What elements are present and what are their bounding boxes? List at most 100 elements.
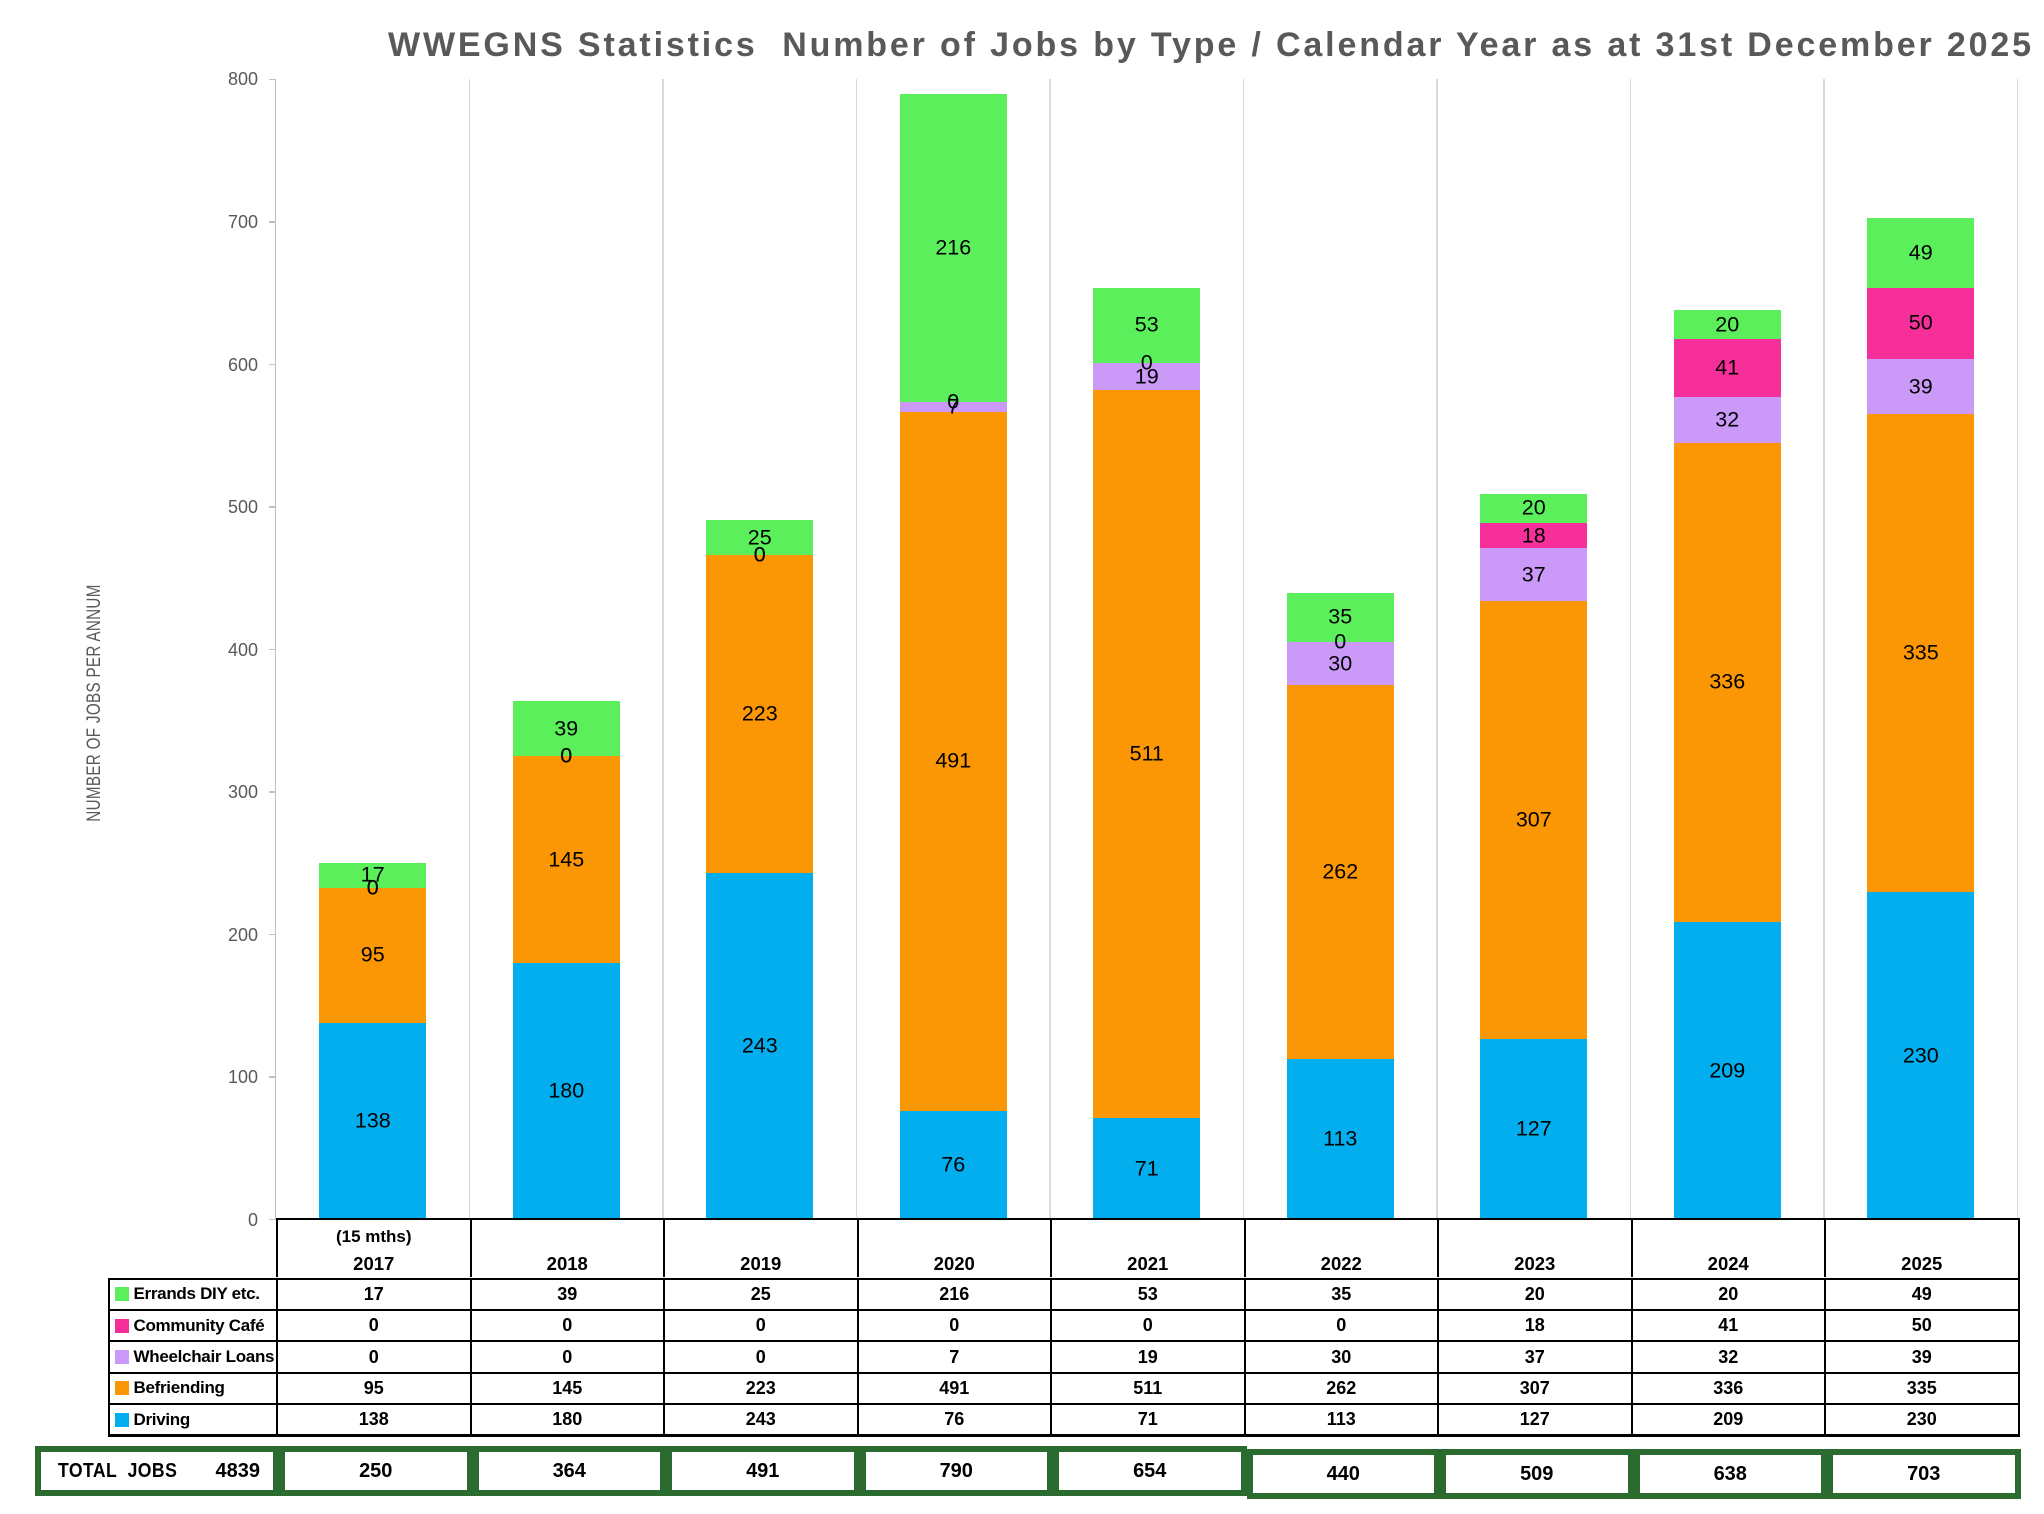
bar-value-label: 209 (1709, 1057, 1746, 1082)
total-value-box: 440 (1246, 1449, 1440, 1499)
bar-value-label: 7 (947, 393, 960, 418)
legend-row-label: Driving (107, 1402, 276, 1435)
bar-segment-wheelchair-loans (1093, 363, 1201, 391)
table-header-year: 2020 (933, 1253, 975, 1275)
legend-label-text: Wheelchair Loans (133, 1347, 275, 1367)
table-header-cell: 2019 (663, 1218, 857, 1278)
table-value-cell: 0 (856, 1308, 1050, 1341)
y-axis-tick (268, 78, 275, 81)
table-value-cell: 76 (856, 1402, 1050, 1435)
bar-value-label: 39 (554, 715, 579, 740)
table-header-year: 2018 (546, 1253, 588, 1275)
y-axis-tick (268, 1076, 275, 1078)
table-value-cell: 25 (663, 1277, 857, 1309)
bar-segment-errands-diy-etc- (512, 700, 620, 757)
gridline (662, 79, 664, 1220)
bar-value-label: 335 (1902, 640, 1939, 665)
bar-value-label: 216 (935, 234, 972, 259)
bar-value-label: 71 (1134, 1156, 1159, 1181)
bar-value-label: 113 (1323, 1126, 1358, 1151)
table-value-cell: 19 (1050, 1340, 1244, 1372)
legend-row-label: Befriending (107, 1371, 276, 1403)
bar-segment-errands-diy-etc- (1093, 287, 1201, 364)
table-header-cell: 2025 (1824, 1218, 2018, 1278)
bar-value-label: 180 (548, 1078, 585, 1103)
total-label-box: TOTAL JOBS 4839 (35, 1446, 279, 1496)
y-axis-tick-label: 800 (227, 69, 258, 90)
total-value-box: 509 (1440, 1449, 1634, 1499)
gridline (1823, 79, 1825, 1220)
bar-value-label: 0 (947, 388, 960, 413)
table-value-cell: 491 (856, 1371, 1050, 1403)
table-value-cell: 41 (1630, 1308, 1824, 1341)
table-header-year: 2021 (1127, 1253, 1169, 1275)
table-value-cell: 35 (1243, 1277, 1437, 1309)
bar-value-label: 20 (1715, 311, 1740, 336)
table-value-cell: 145 (469, 1371, 663, 1403)
bar-value-label: 41 (1715, 355, 1740, 380)
bar-segment-befriending (1867, 414, 1975, 892)
bar-value-label: 223 (741, 701, 778, 726)
total-value-box: 654 (1053, 1446, 1247, 1496)
bar-segment-driving (1480, 1038, 1588, 1220)
bar-value-label: 17 (360, 862, 385, 887)
bar-value-label: 0 (1334, 629, 1347, 654)
bar-value-label: 39 (1908, 373, 1933, 398)
gridline (1049, 79, 1051, 1220)
gridline (1242, 79, 1245, 1220)
table-right-border (2017, 1218, 2020, 1437)
bar-segment-errands-diy-etc- (1867, 217, 1975, 288)
bar-segment-befriending (1093, 390, 1201, 1119)
table-header-year: 2024 (1707, 1253, 1749, 1275)
table-header-note: (15 mths) (335, 1227, 412, 1247)
y-axis-tick-label: 600 (227, 354, 258, 375)
bar-segment-wheelchair-loans (1480, 548, 1588, 602)
bar-value-label: 0 (366, 874, 379, 899)
table-value-cell: 336 (1630, 1371, 1824, 1403)
table-value-cell: 71 (1050, 1402, 1244, 1435)
bar-value-label: 30 (1328, 651, 1353, 676)
gridline (855, 79, 858, 1220)
total-grand-value: 4839 (215, 1459, 261, 1482)
bar-segment-driving (706, 873, 814, 1220)
bar-segment-driving (319, 1022, 427, 1220)
table-value-cell: 180 (469, 1402, 663, 1435)
bar-value-label: 76 (941, 1152, 966, 1177)
bar-segment-befriending (512, 756, 620, 964)
y-axis-tick-label: 0 (247, 1209, 258, 1230)
table-value-cell: 32 (1630, 1340, 1824, 1372)
legend-label-text: Befriending (133, 1378, 225, 1398)
table-value-cell: 113 (1243, 1402, 1437, 1435)
table-value-cell: 0 (276, 1340, 470, 1372)
table-value-cell: 223 (663, 1371, 857, 1403)
bar-value-label: 0 (753, 542, 766, 567)
table-value-cell: 53 (1050, 1277, 1244, 1309)
table-header-year: 2023 (1514, 1253, 1556, 1275)
legend-swatch-community-caf- (114, 1318, 129, 1333)
table-value-cell: 0 (1050, 1308, 1244, 1341)
total-value-box: 638 (1633, 1449, 1827, 1499)
y-axis-tick-label: 400 (227, 639, 258, 660)
y-axis-tick (268, 363, 275, 366)
table-bottom-border (107, 1434, 2018, 1437)
table-value-cell: 39 (469, 1277, 663, 1309)
y-axis-tick (268, 648, 275, 651)
bar-segment-errands-diy-etc- (319, 863, 427, 888)
table-value-cell: 95 (276, 1371, 470, 1403)
total-value-box: 250 (279, 1446, 473, 1496)
table-value-cell: 262 (1243, 1371, 1437, 1403)
legend-swatch-errands-diy-etc- (114, 1287, 129, 1302)
bar-value-label: 127 (1515, 1116, 1552, 1141)
table-header-cell: 2021 (1050, 1218, 1244, 1278)
bar-segment-wheelchair-loans (1673, 397, 1781, 443)
table-value-cell: 17 (276, 1277, 470, 1309)
chart-title: WWEGNS Statistics Number of Jobs by Type… (388, 26, 2034, 64)
table-value-cell: 50 (1824, 1308, 2018, 1341)
gridline (1436, 79, 1438, 1220)
gridline (2016, 79, 2019, 1220)
bar-value-label: 0 (560, 743, 573, 768)
y-axis-tick (268, 791, 275, 793)
bar-segment-driving (512, 963, 620, 1220)
table-value-cell: 20 (1630, 1277, 1824, 1309)
